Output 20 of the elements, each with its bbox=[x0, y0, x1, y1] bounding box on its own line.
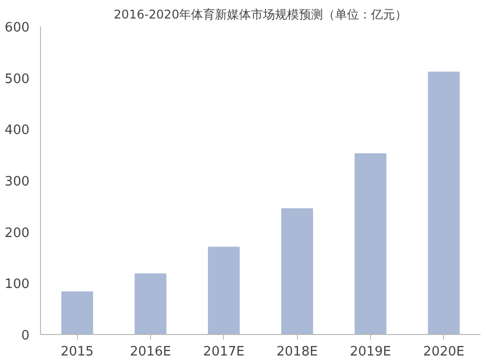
y-tick-label: 500 bbox=[4, 72, 30, 87]
x-tick-label: 2016E bbox=[130, 344, 172, 360]
x-tick-label: 2015 bbox=[60, 344, 94, 360]
y-tick-label: 600 bbox=[4, 20, 30, 36]
bar bbox=[281, 208, 314, 334]
x-tick-label: 2017E bbox=[203, 344, 244, 360]
x-tick-label: 2019E bbox=[350, 344, 392, 360]
chart-title: 2016-2020年体育新媒体市场规模预测（单位：亿元） bbox=[114, 8, 408, 22]
bar bbox=[134, 273, 166, 334]
y-tick-label: 200 bbox=[4, 226, 30, 241]
y-tick-label: 400 bbox=[4, 123, 30, 138]
bar bbox=[354, 153, 386, 334]
y-tick-label: 100 bbox=[4, 277, 30, 292]
x-tick-label: 2020E bbox=[423, 344, 464, 360]
y-tick-label: 0 bbox=[21, 328, 30, 344]
bar bbox=[208, 246, 240, 334]
y-tick-label: 300 bbox=[4, 174, 30, 190]
x-tick-label: 2018E bbox=[276, 344, 318, 360]
bar bbox=[61, 291, 94, 334]
bar bbox=[428, 72, 460, 334]
